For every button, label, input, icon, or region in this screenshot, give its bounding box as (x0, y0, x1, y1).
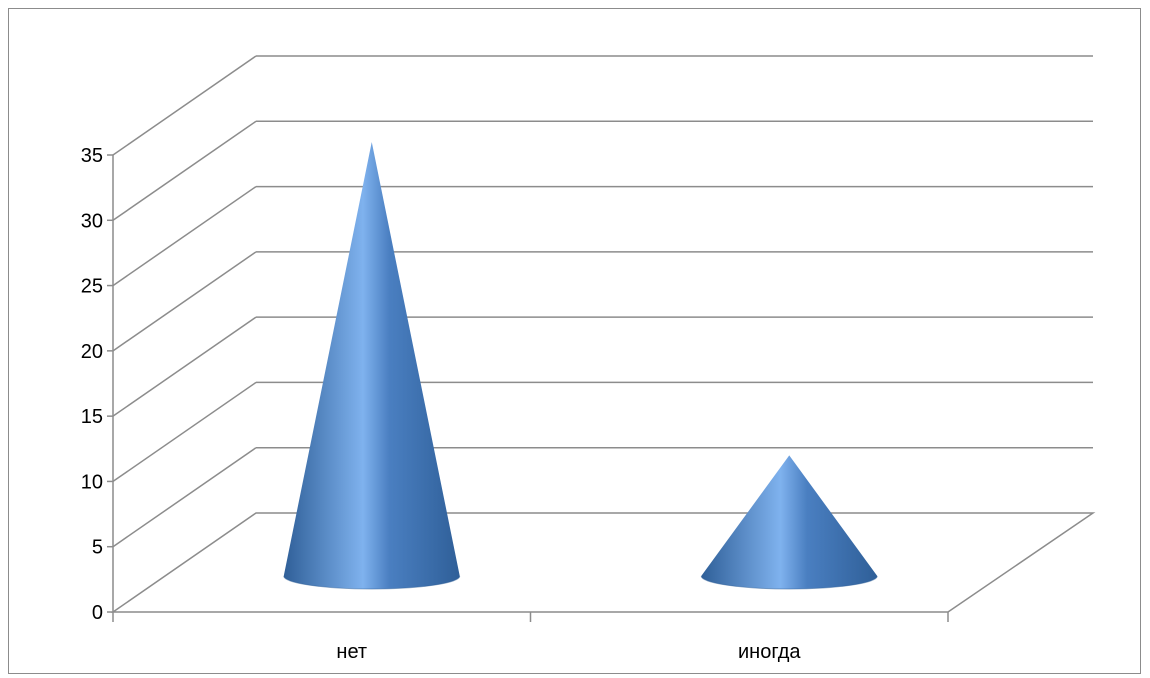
gridline-side (112, 185, 257, 287)
gridlines (112, 55, 1093, 548)
x-axis-labels: нет иногда (336, 641, 801, 663)
y-tick-label: 10 (81, 471, 103, 493)
y-tick-label: 25 (81, 276, 103, 298)
y-tick-label: 0 (92, 602, 103, 624)
gridline-side (112, 120, 257, 221)
gridline-side (112, 251, 257, 352)
cone-base-edge (700, 575, 878, 590)
cone-series (283, 142, 878, 590)
y-tick-label: 20 (81, 341, 103, 363)
y-tick-label: 5 (92, 537, 103, 559)
floor-plane (110, 512, 1096, 613)
cone-base-edge (283, 575, 461, 590)
cone-body (283, 142, 460, 590)
cone-body (701, 455, 878, 589)
gridline-side (112, 447, 257, 548)
y-axis-ticks: 0 5 10 15 20 25 30 35 (81, 145, 113, 624)
y-tick-label: 30 (81, 210, 103, 232)
axes (110, 155, 1096, 622)
y-tick-label: 35 (81, 145, 103, 167)
x-category-label: нет (336, 641, 367, 663)
chart-frame (8, 8, 1141, 674)
cone-1 (283, 142, 461, 590)
y-tick-label: 15 (81, 406, 103, 428)
gridline-side (112, 316, 257, 417)
cone-2 (700, 455, 878, 590)
gridline-side (112, 381, 257, 483)
gridline-side (112, 55, 257, 156)
x-category-label: иногда (738, 641, 801, 663)
